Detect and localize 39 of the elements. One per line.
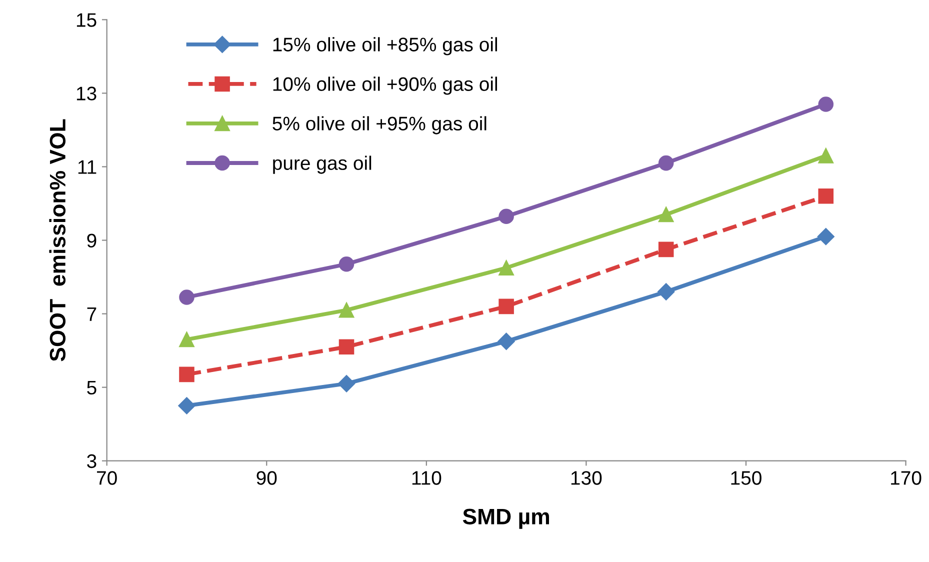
point bbox=[498, 298, 514, 314]
y-tick-label: 5 bbox=[87, 380, 96, 395]
point bbox=[658, 283, 675, 300]
point bbox=[498, 208, 514, 224]
point bbox=[338, 339, 354, 355]
y-tick-label: 11 bbox=[78, 160, 96, 174]
x-tick-label: 170 bbox=[891, 471, 922, 485]
point bbox=[658, 155, 674, 171]
point bbox=[338, 256, 354, 272]
point bbox=[179, 332, 194, 348]
point bbox=[178, 397, 196, 414]
point bbox=[817, 228, 834, 246]
y-axis-title: SOOT emission% VOL bbox=[49, 119, 66, 362]
x-axis-title: SMD µm bbox=[462, 508, 549, 529]
y-tick-label: 9 bbox=[87, 234, 96, 248]
y-tick-label: 3 bbox=[87, 454, 96, 468]
point bbox=[818, 96, 834, 112]
point bbox=[338, 302, 354, 318]
y-tick-label: 15 bbox=[76, 13, 96, 27]
y-tick-label: 13 bbox=[76, 86, 96, 100]
x-tick-label: 90 bbox=[256, 471, 277, 485]
y-tick-label: 7 bbox=[87, 307, 96, 321]
point bbox=[818, 188, 834, 204]
point bbox=[498, 332, 515, 350]
legend-label: pure gas oil bbox=[273, 156, 372, 174]
legend-label: 15% olive oil +85% gas oil bbox=[273, 37, 498, 56]
x-tick-label: 130 bbox=[571, 471, 602, 485]
point bbox=[179, 290, 194, 305]
point bbox=[498, 260, 514, 276]
point bbox=[658, 206, 674, 222]
point bbox=[179, 366, 194, 382]
point bbox=[338, 375, 356, 392]
point bbox=[818, 148, 834, 164]
point bbox=[658, 242, 674, 258]
x-tick-label: 70 bbox=[97, 471, 117, 485]
legend-label: 10% olive oil +90% gas oil bbox=[273, 76, 498, 95]
x-tick-label: 110 bbox=[412, 471, 442, 485]
x-tick-label: 150 bbox=[731, 471, 762, 485]
legend-label: 5% olive oil +95% gas oil bbox=[272, 116, 486, 134]
